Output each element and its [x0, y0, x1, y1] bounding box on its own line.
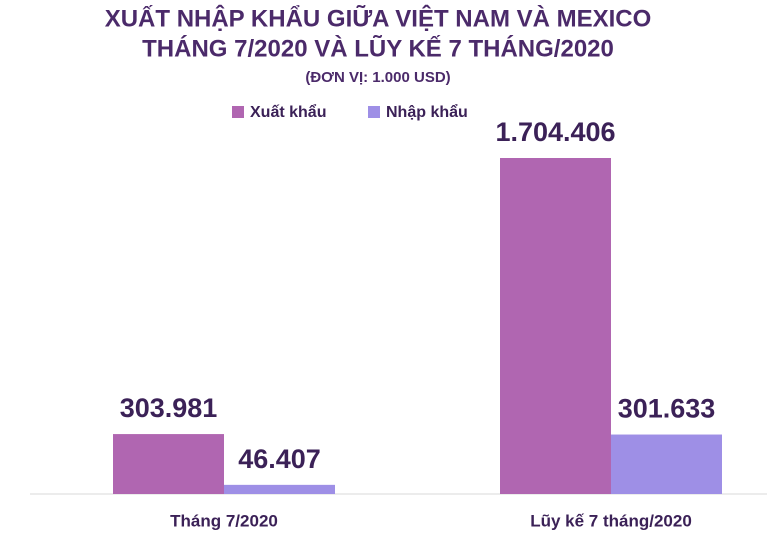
legend-swatch [232, 106, 244, 118]
value-label: 46.407 [238, 444, 321, 474]
x-tick-label: Lũy kế 7 tháng/2020 [530, 511, 692, 530]
legend-swatch [368, 106, 380, 118]
value-label: 1.704.406 [495, 117, 615, 147]
value-label: 303.981 [120, 393, 218, 423]
value-label: 301.633 [618, 394, 716, 424]
bar [611, 434, 722, 494]
bar [500, 158, 611, 494]
legend-label: Xuất khẩu [250, 103, 326, 121]
unit-label: (ĐƠN VỊ: 1.000 USD) [305, 69, 450, 86]
chart-subtitle: THÁNG 7/2020 VÀ LŨY KẾ 7 THÁNG/2020 [142, 34, 614, 62]
x-tick-label: Tháng 7/2020 [170, 511, 278, 530]
chart-title: XUẤT NHẬP KHẨU GIỮA VIỆT NAM VÀ MEXICO [105, 4, 652, 32]
bar [224, 484, 335, 494]
bar [113, 434, 224, 494]
legend-label: Nhập khẩu [386, 103, 468, 121]
